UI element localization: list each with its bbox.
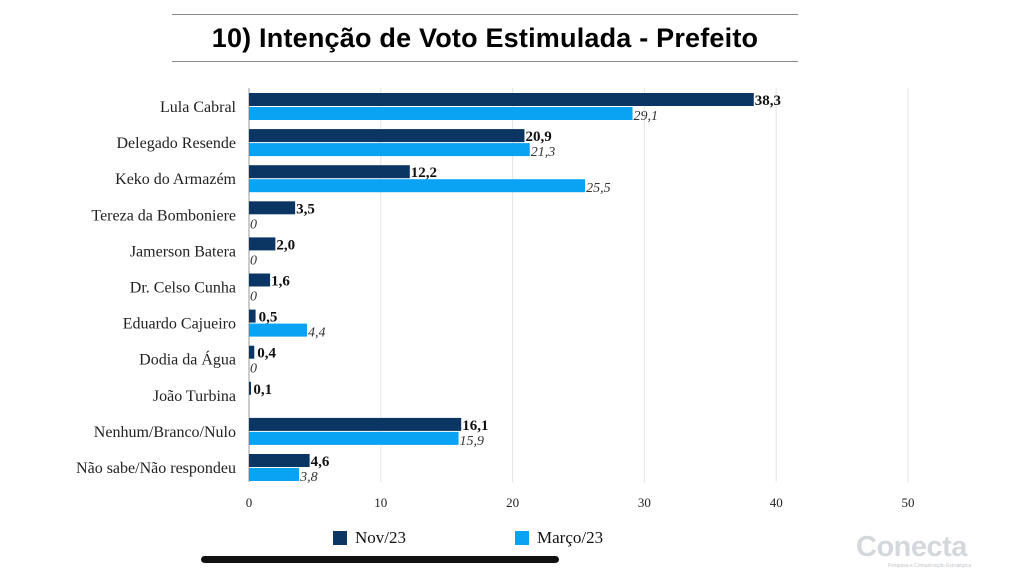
- category-label: Nenhum/Branco/Nulo: [94, 424, 236, 441]
- data-label-nov23: 2,0: [276, 237, 295, 253]
- data-label-marco23: 0: [250, 217, 257, 232]
- category-label: Tereza da Bomboniere: [91, 207, 236, 224]
- legend-swatch-nov23: [333, 531, 347, 545]
- bar-nov23: [249, 165, 410, 179]
- bar-nov23: [249, 93, 754, 106]
- x-tick-label: 40: [770, 495, 783, 510]
- bar-marco23: [249, 468, 300, 481]
- category-label: Delegado Resende: [116, 135, 236, 152]
- bar-marco23: [249, 431, 459, 445]
- bar-nov23: [249, 381, 251, 395]
- data-label-nov23: 4,6: [311, 454, 330, 470]
- logo-wordmark: Conecta: [856, 531, 967, 563]
- category-label: Dr. Celso Cunha: [130, 280, 236, 297]
- data-label-marco23: 3,8: [299, 470, 318, 485]
- chart-title: 10) Intenção de Voto Estimulada - Prefei…: [211, 22, 759, 53]
- bar-nov23: [249, 237, 276, 251]
- legend-item-nov23: Nov/23: [333, 528, 406, 548]
- data-label-marco23: 0: [250, 362, 257, 377]
- data-label-nov23: 0,5: [259, 310, 278, 326]
- bar-nov23: [249, 129, 525, 143]
- bar-nov23: [249, 454, 310, 467]
- x-tick-label: 50: [902, 495, 915, 510]
- data-label-nov23: 38,3: [755, 93, 781, 109]
- legend-swatch-marco23: [515, 531, 529, 545]
- data-label-marco23: 4,4: [308, 326, 326, 341]
- data-label-marco23: 0: [250, 290, 257, 305]
- bar-marco23: [249, 323, 307, 337]
- bar-nov23: [249, 201, 296, 215]
- data-label-nov23: 1,6: [271, 274, 290, 290]
- data-label-nov23: 12,2: [411, 165, 437, 181]
- x-tick-label: 10: [374, 495, 387, 510]
- legend-label-nov23: Nov/23: [355, 528, 406, 547]
- x-tick-label: 30: [638, 495, 651, 510]
- bar-marco23: [249, 107, 633, 120]
- data-label-nov23: 0,1: [253, 382, 272, 398]
- bar-marco23: [249, 143, 530, 157]
- category-label: Keko do Armazém: [115, 171, 236, 188]
- chart-legend: Nov/23 Março/23: [0, 528, 1024, 552]
- category-label: Eduardo Cajueiro: [123, 316, 236, 333]
- data-label-marco23: 15,9: [460, 434, 485, 449]
- x-tick-label: 0: [246, 495, 253, 510]
- category-label: João Turbina: [153, 388, 236, 405]
- data-label-marco23: 21,3: [531, 145, 556, 160]
- title-bar: 10) Intenção de Voto Estimulada - Prefei…: [172, 14, 798, 62]
- legend-label-marco23: Março/23: [537, 528, 604, 547]
- x-tick-label: 20: [506, 495, 519, 510]
- home-indicator[interactable]: [201, 556, 559, 563]
- category-label: Não sabe/Não respondeu: [76, 460, 236, 477]
- bar-nov23: [249, 309, 256, 323]
- data-label-marco23: 0: [250, 253, 257, 268]
- bar-marco23: [249, 179, 586, 193]
- legend-item-marco23: Março/23: [515, 528, 603, 548]
- logo-tagline: Pesquisa e Comunicação Estratégica: [888, 563, 972, 569]
- category-label: Lula Cabral: [160, 99, 237, 116]
- data-label-marco23: 29,1: [634, 109, 659, 124]
- data-label-nov23: 3,5: [296, 201, 315, 217]
- conecta-logo: Conecta Pesquisa e Comunicação Estratégi…: [856, 532, 1001, 572]
- bar-nov23: [249, 273, 271, 287]
- data-label-nov23: 20,9: [525, 129, 551, 145]
- bar-nov23: [249, 345, 255, 359]
- data-label-marco23: 25,5: [586, 181, 611, 196]
- category-label: Dodia da Água: [139, 350, 236, 369]
- bar-nov23: [249, 417, 462, 431]
- data-label-nov23: 0,4: [257, 346, 276, 362]
- category-label: Jamerson Batera: [130, 243, 236, 260]
- data-label-nov23: 16,1: [462, 418, 488, 434]
